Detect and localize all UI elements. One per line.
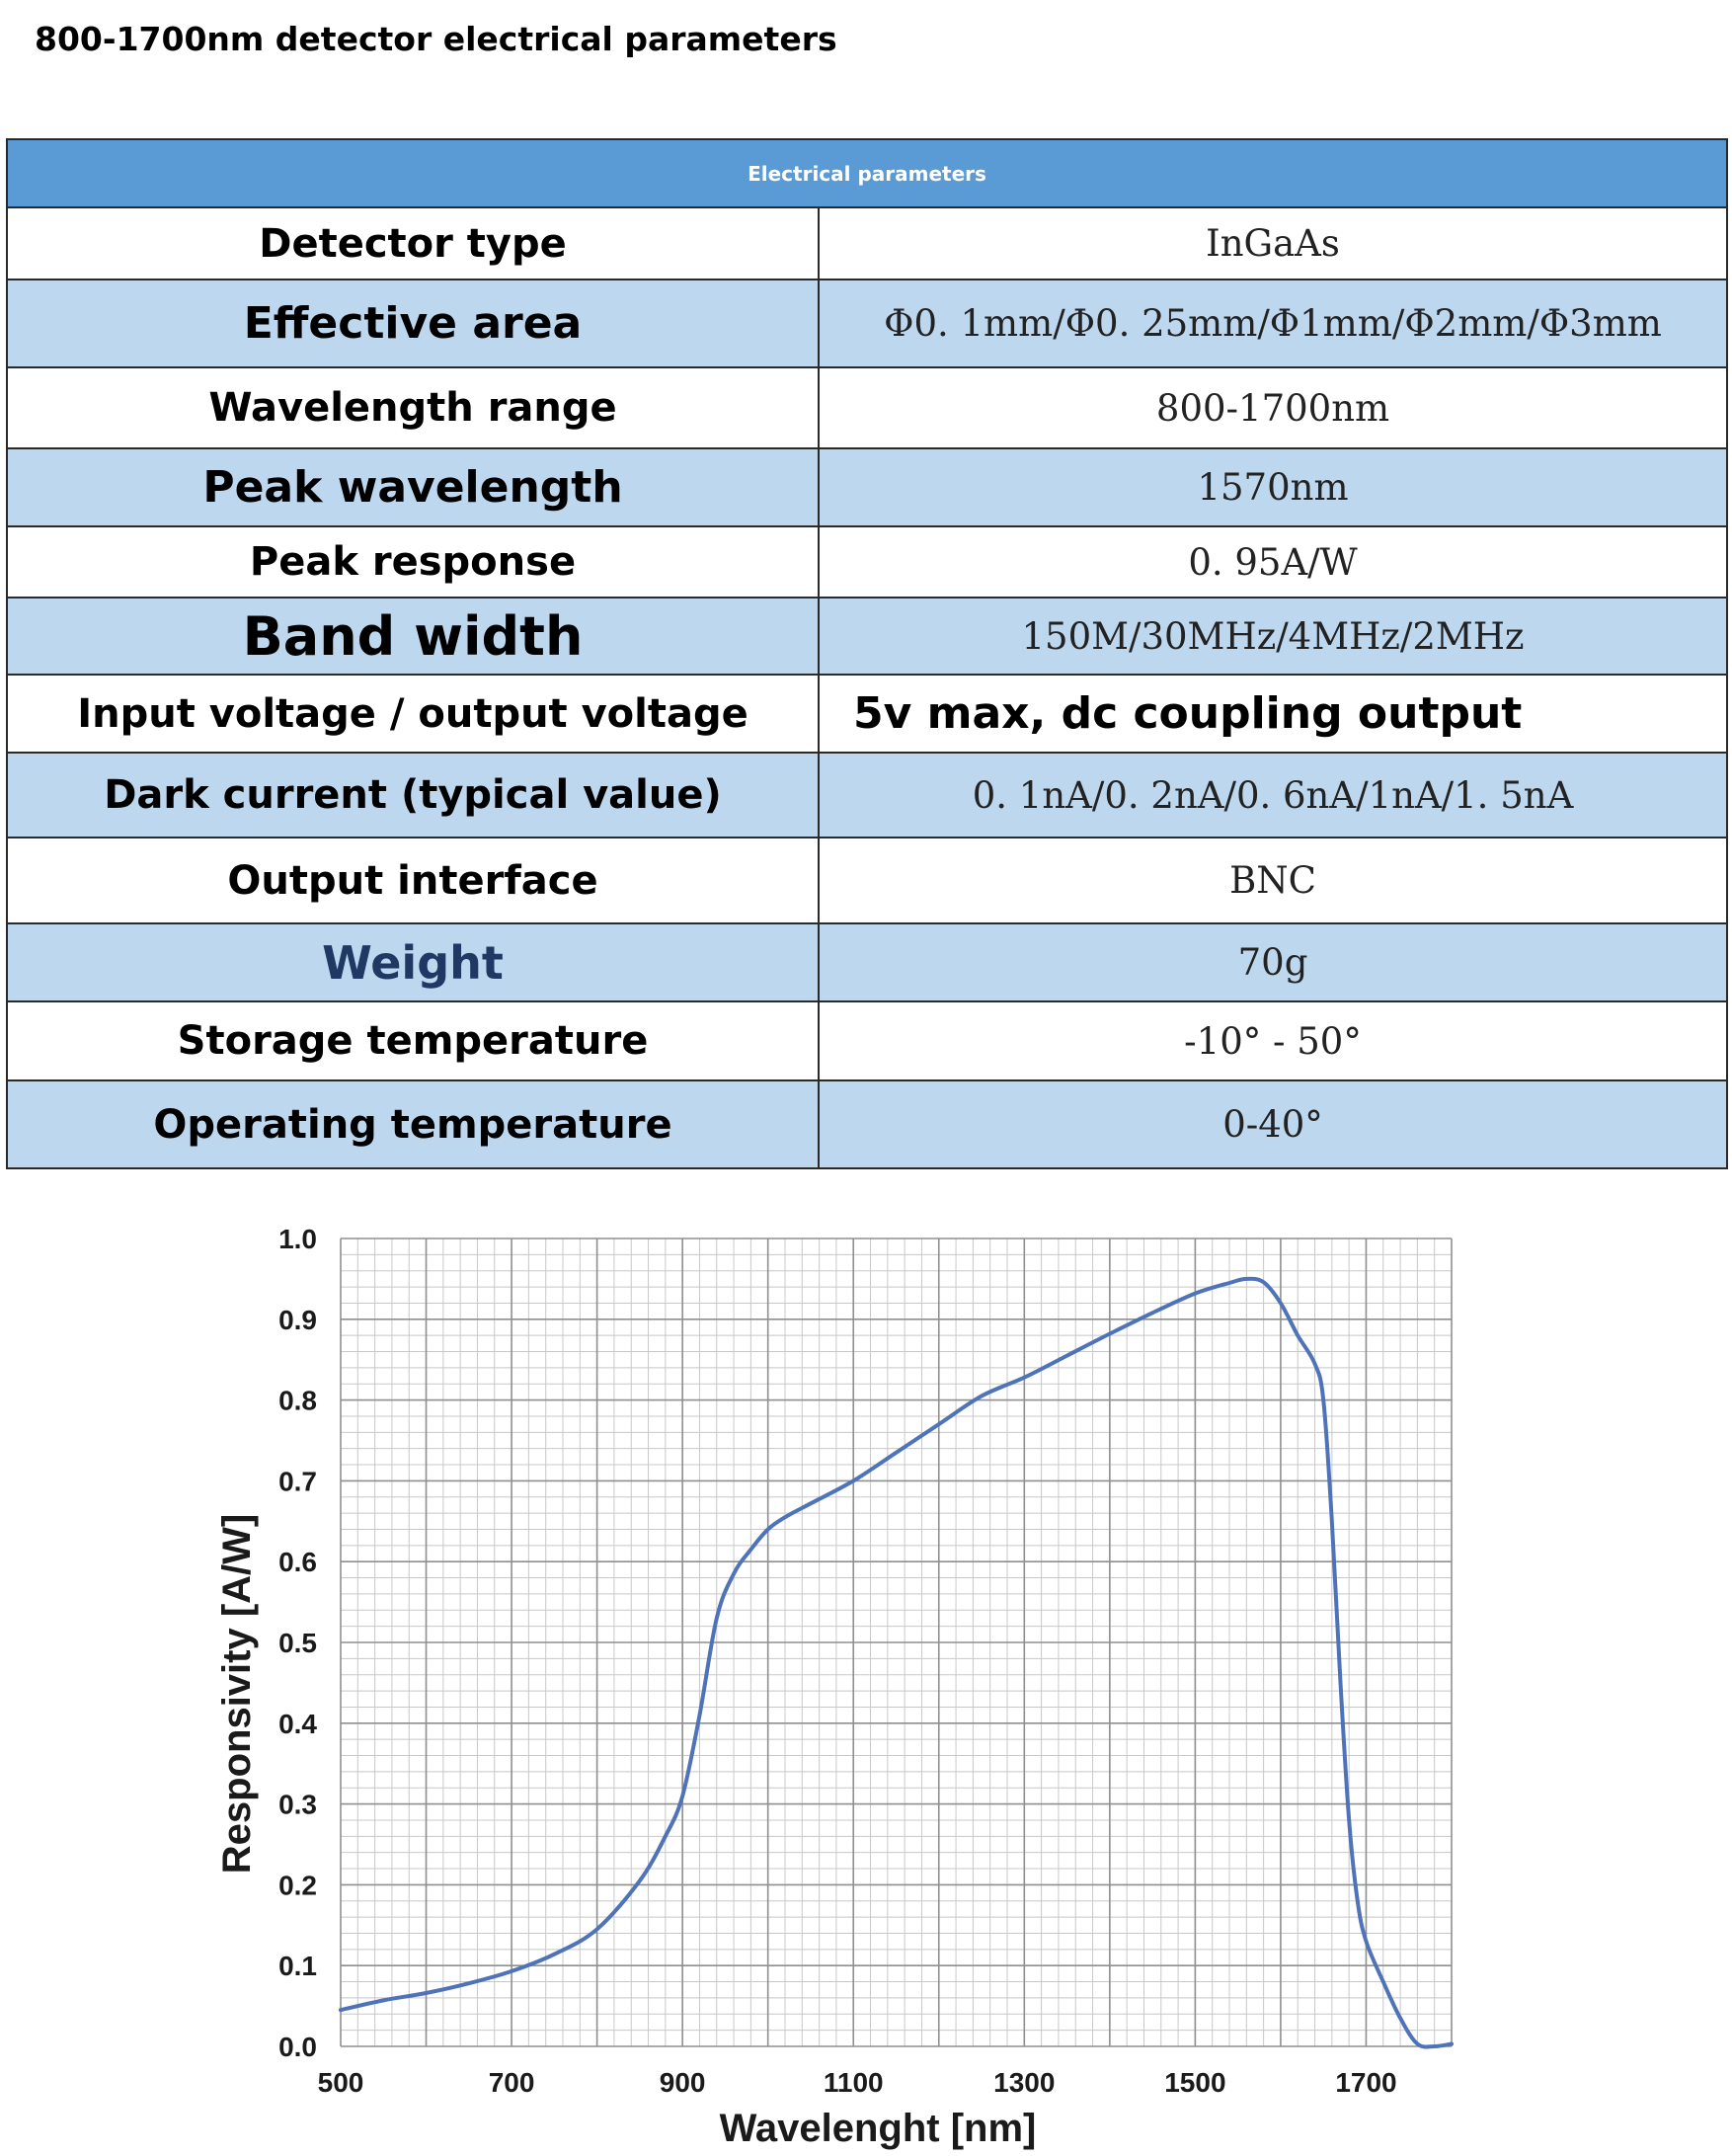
row-label-peak-response: Peak response — [6, 525, 820, 599]
responsivity-curve — [339, 1276, 1454, 2049]
chart-major-grid — [340, 1238, 1453, 2047]
y-tick-label: 0.6 — [278, 1547, 317, 1577]
row-value-band-width: 150M/30MHz/4MHz/2MHz — [817, 597, 1729, 676]
responsivity-chart: 0.0 0.1 0.2 0.3 0.4 0.5 0.6 0.7 0.8 0.9 1.0 500 700… — [215, 1224, 1454, 2150]
x-tick-label: 1700 — [1335, 2067, 1396, 2098]
table-row: Detector type InGaAs — [6, 206, 1729, 280]
y-tick-label: 0.8 — [278, 1386, 317, 1416]
x-tick-label: 1100 — [824, 2067, 884, 2098]
y-tick-label: 0.4 — [278, 1709, 317, 1739]
row-label-weight: Weight — [6, 922, 820, 1002]
row-label-wavelength-range: Wavelength range — [6, 366, 820, 449]
row-label-effective-area: Effective area — [6, 279, 820, 368]
table-row: Operating temperature 0-40° — [6, 1079, 1729, 1169]
electrical-parameters-table: Electrical parameters Detector type InGa… — [5, 138, 1729, 1169]
x-tick-label: 1300 — [993, 2067, 1055, 2098]
table-row: Peak response 0. 95A/W — [6, 525, 1729, 599]
row-value-effective-area: Φ0. 1mm/Φ0. 25mm/Φ1mm/Φ2mm/Φ3mm — [817, 279, 1729, 368]
y-tick-label: 0.1 — [278, 1951, 317, 1981]
page-title: 800-1700nm detector electrical parameter… — [35, 20, 837, 58]
row-label-storage-temperature: Storage temperature — [6, 1000, 820, 1081]
y-tick-label: 0.9 — [278, 1305, 317, 1335]
y-tick-label: 0.5 — [278, 1628, 317, 1658]
y-tick-label: 0.0 — [278, 2032, 317, 2062]
x-tick-label: 700 — [489, 2067, 535, 2098]
row-label-detector-type: Detector type — [6, 206, 820, 280]
y-tick-label: 0.3 — [278, 1790, 317, 1820]
table-row: Wavelength range 800-1700nm — [6, 366, 1729, 449]
row-value-detector-type: InGaAs — [817, 206, 1729, 280]
row-label-band-width: Band width — [6, 597, 820, 676]
row-label-peak-wavelength: Peak wavelength — [6, 447, 820, 527]
table-row: Input voltage / output voltage 5v max, d… — [6, 674, 1729, 754]
row-value-weight: 70g — [817, 922, 1729, 1002]
row-value-wavelength-range: 800-1700nm — [817, 366, 1729, 449]
table-row: Peak wavelength 1570nm — [6, 447, 1729, 527]
chart-y-axis-title: Responsivity [A/W] — [215, 1514, 259, 1874]
row-value-dark-current: 0. 1nA/0. 2nA/0. 6nA/1nA/1. 5nA — [817, 752, 1729, 838]
row-label-operating-temperature: Operating temperature — [6, 1079, 820, 1169]
row-value-storage-temperature: -10° - 50° — [817, 1000, 1729, 1081]
table-row: Storage temperature -10° - 50° — [6, 1000, 1729, 1081]
table-header: Electrical parameters — [5, 138, 1729, 208]
table-row: Band width 150M/30MHz/4MHz/2MHz — [6, 597, 1729, 676]
row-label-output-interface: Output interface — [6, 837, 820, 924]
y-tick-label: 0.2 — [278, 1870, 317, 1900]
chart-x-axis-title: Wavelenght [nm] — [720, 2107, 1037, 2150]
y-tick-label: 1.0 — [278, 1224, 317, 1254]
row-label-dark-current: Dark current (typical value) — [6, 752, 820, 838]
x-tick-label: 900 — [660, 2067, 706, 2098]
table-header-row: Electrical parameters — [5, 138, 1729, 208]
y-tick-label: 0.7 — [278, 1466, 317, 1496]
table-row: Weight 70g — [6, 922, 1729, 1002]
chart-x-tick-labels: 500 700 900 1100 1300 1500 1700 — [318, 2067, 1397, 2098]
row-value-peak-response: 0. 95A/W — [817, 525, 1729, 599]
x-tick-label: 500 — [318, 2067, 364, 2098]
table-row: Dark current (typical value) 0. 1nA/0. 2… — [6, 752, 1729, 838]
row-label-input-output-voltage: Input voltage / output voltage — [6, 674, 820, 754]
row-value-operating-temperature: 0-40° — [817, 1079, 1729, 1169]
x-tick-label: 1500 — [1164, 2067, 1225, 2098]
row-value-output-interface: BNC — [817, 837, 1729, 924]
row-value-input-output-voltage: 5v max, dc coupling output — [817, 674, 1729, 754]
row-value-peak-wavelength: 1570nm — [817, 447, 1729, 527]
table-row: Effective area Φ0. 1mm/Φ0. 25mm/Φ1mm/Φ2m… — [6, 279, 1729, 368]
chart-y-tick-labels: 0.0 0.1 0.2 0.3 0.4 0.5 0.6 0.7 0.8 0.9 1.0 — [278, 1224, 317, 2062]
table-row: Output interface BNC — [6, 837, 1729, 924]
